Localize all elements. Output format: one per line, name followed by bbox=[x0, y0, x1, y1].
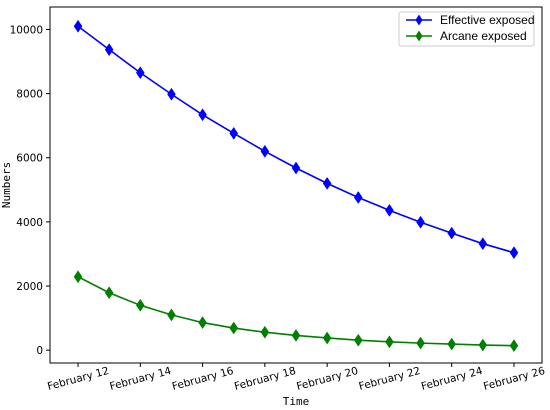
data-point bbox=[353, 191, 363, 204]
data-point bbox=[322, 331, 332, 345]
y-tick-label: 2000 bbox=[16, 281, 43, 293]
data-point bbox=[478, 338, 488, 352]
data-point bbox=[73, 270, 83, 284]
series-effective-exposed bbox=[73, 19, 519, 260]
x-tick-label: February 24 bbox=[420, 365, 484, 393]
x-tick-label: February 20 bbox=[295, 365, 359, 393]
y-tick-label: 10000 bbox=[10, 24, 43, 36]
data-point bbox=[136, 298, 145, 312]
data-point bbox=[167, 87, 176, 101]
data-point bbox=[416, 215, 425, 229]
y-tick-label: 4000 bbox=[16, 217, 43, 229]
data-point bbox=[136, 66, 145, 80]
data-point bbox=[353, 333, 363, 347]
data-point bbox=[260, 144, 270, 158]
data-point bbox=[167, 308, 176, 322]
data-point bbox=[198, 108, 207, 122]
data-point bbox=[291, 328, 301, 342]
series-layer bbox=[73, 19, 519, 353]
series-arcane-exposed bbox=[73, 270, 519, 353]
x-tick-label: February 26 bbox=[482, 365, 546, 393]
data-point bbox=[229, 321, 239, 335]
x-axis-label: Time bbox=[283, 395, 310, 408]
data-point bbox=[291, 161, 301, 175]
data-point bbox=[447, 226, 456, 240]
data-point bbox=[229, 126, 239, 140]
legend-label-arcane: Arcane exposed bbox=[440, 29, 527, 43]
data-point bbox=[104, 286, 114, 300]
data-point bbox=[73, 19, 83, 33]
data-point bbox=[104, 43, 114, 57]
x-tick-label: February 14 bbox=[108, 365, 172, 393]
y-axis-label: Numbers bbox=[0, 162, 13, 208]
x-tick-label: February 16 bbox=[171, 365, 235, 393]
legend-marker-effective bbox=[415, 14, 423, 26]
data-point bbox=[385, 335, 394, 349]
data-point bbox=[447, 337, 456, 351]
y-tick-label: 6000 bbox=[16, 153, 43, 165]
y-tick-label: 8000 bbox=[16, 89, 43, 101]
data-point bbox=[260, 325, 270, 339]
legend-marker-arcane bbox=[415, 30, 423, 42]
data-point bbox=[509, 246, 519, 260]
x-tick-label: February 22 bbox=[358, 365, 422, 393]
y-tick-label: 0 bbox=[36, 345, 43, 357]
legend-box bbox=[398, 11, 535, 47]
data-point bbox=[322, 176, 332, 190]
data-point bbox=[509, 339, 519, 353]
x-tick-label: February 18 bbox=[233, 365, 297, 393]
y-axis: 0 2000 4000 6000 8000 10000 bbox=[10, 24, 50, 357]
data-point bbox=[478, 237, 488, 251]
x-tick-label: February 12 bbox=[46, 365, 110, 393]
data-point bbox=[198, 316, 207, 330]
data-point bbox=[416, 336, 425, 350]
legend-label-effective: Effective exposed bbox=[440, 13, 535, 27]
data-point bbox=[385, 203, 394, 217]
legend: Effective exposed Arcane exposed bbox=[398, 11, 535, 47]
